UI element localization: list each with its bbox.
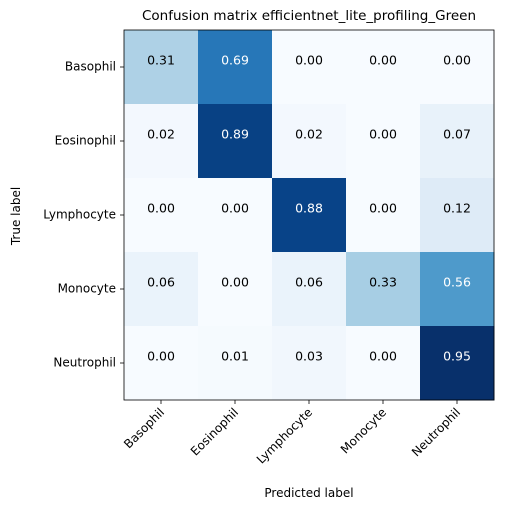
x-tick-label: Eosinophil	[188, 405, 241, 458]
chart-title: Confusion matrix efficientnet_lite_profi…	[142, 8, 476, 24]
heatmap-cell	[124, 30, 199, 105]
heatmap-cell	[272, 178, 347, 253]
cell-value-label: 0.06	[295, 275, 323, 290]
heatmap-cell	[124, 104, 199, 179]
heatmap-cell	[420, 30, 495, 105]
cell-value-label: 0.00	[221, 201, 249, 216]
heatmap-cell	[198, 252, 273, 327]
heatmap-cell	[420, 326, 495, 401]
heatmap-cell	[124, 326, 199, 401]
cell-value-label: 0.06	[147, 275, 175, 290]
cell-value-label: 0.02	[147, 127, 175, 142]
heatmap-cell	[420, 252, 495, 327]
heatmap-cell	[346, 104, 421, 179]
cell-value-label: 0.00	[147, 201, 175, 216]
cell-value-label: 0.02	[295, 127, 323, 142]
heatmap-cell	[346, 30, 421, 105]
heatmap-cell	[272, 30, 347, 105]
heatmap-cell	[198, 30, 273, 105]
cell-value-label: 0.56	[443, 275, 471, 290]
cell-value-label: 0.00	[295, 53, 323, 68]
heatmap-cell	[272, 326, 347, 401]
heatmap-cells	[124, 30, 495, 401]
x-ticks: Basophil Eosinophil Lymphocyte Monocyte Neut…	[121, 400, 463, 467]
heatmap-cell	[124, 252, 199, 327]
cell-value-label: 0.00	[369, 127, 397, 142]
cell-value-label: 0.31	[147, 53, 175, 68]
cell-value-label: 0.12	[443, 201, 471, 216]
x-tick-label: Neutrophil	[409, 405, 463, 459]
heatmap-cell	[272, 252, 347, 327]
y-tick-label: Eosinophil	[55, 134, 116, 148]
y-ticks: Basophil Eosinophil Lymphocyte Monocyte Neut…	[43, 60, 124, 370]
heatmap-cell	[346, 252, 421, 327]
cell-value-label: 0.03	[295, 349, 323, 364]
y-tick-label: Neutrophil	[53, 356, 116, 370]
x-tick-label: Lymphocyte	[254, 405, 315, 466]
y-axis-label: True label	[9, 187, 23, 246]
x-tick-label: Basophil	[121, 405, 167, 451]
heatmap-cell	[198, 326, 273, 401]
heatmap-cell	[198, 178, 273, 253]
heatmap-cell	[420, 104, 495, 179]
cell-value-label: 0.89	[221, 127, 249, 142]
cell-value-label: 0.00	[369, 201, 397, 216]
cell-value-label: 0.00	[147, 349, 175, 364]
cell-value-label: 0.69	[221, 53, 249, 68]
heatmap-cell	[346, 178, 421, 253]
x-axis-label: Predicted label	[264, 486, 353, 500]
cell-value-label: 0.00	[369, 349, 397, 364]
y-tick-label: Basophil	[65, 60, 116, 74]
cell-value-label: 0.00	[369, 53, 397, 68]
heatmap-cell	[198, 104, 273, 179]
heatmap-cell	[272, 104, 347, 179]
x-tick-label: Monocyte	[338, 405, 389, 456]
cell-value-label: 0.07	[443, 127, 471, 142]
cell-value-label: 0.00	[443, 53, 471, 68]
cell-value-label: 0.33	[369, 275, 397, 290]
cell-value-label: 0.01	[221, 349, 249, 364]
cell-value-label: 0.00	[221, 275, 249, 290]
cell-value-label: 0.88	[295, 201, 323, 216]
y-tick-label: Monocyte	[58, 282, 116, 296]
cell-value-label: 0.95	[443, 349, 471, 364]
heatmap-cell	[346, 326, 421, 401]
y-tick-label: Lymphocyte	[43, 208, 116, 222]
heatmap-cell	[420, 178, 495, 253]
heatmap-cell	[124, 178, 199, 253]
heatmap-cell-labels: 0.31 0.69 0.00 0.00 0.00 0.02 0.89 0.02 0.00 0.07…	[147, 53, 471, 364]
